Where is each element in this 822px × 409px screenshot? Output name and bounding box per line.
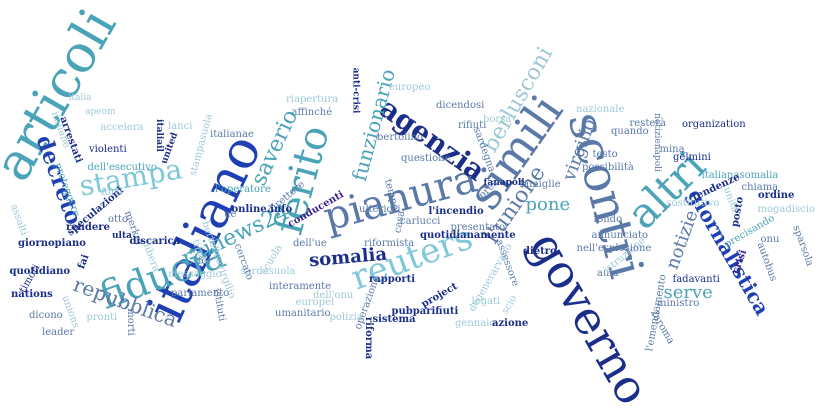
word-organization: organization — [682, 119, 746, 130]
word-sistema: sistema — [372, 314, 416, 325]
word-ulta: ulta — [112, 230, 132, 241]
word-rapporti: rapporti — [369, 274, 416, 285]
word-quando: quando — [611, 126, 649, 137]
word-umanitario: umanitario — [275, 308, 331, 319]
word-fai: fai — [75, 253, 91, 271]
word-pone: pone — [525, 194, 571, 215]
word-quotidiano: quotidiano — [9, 266, 71, 277]
word-riformista: riformista — [364, 238, 415, 249]
word-esplosione: nell'esplosione — [576, 243, 652, 254]
word-legati: legati — [471, 296, 501, 307]
word-autobus: autobus — [754, 240, 779, 283]
word-intermente: interamente — [269, 281, 332, 292]
word-dellonu: dell'onu — [313, 290, 354, 301]
word-notizienapoli: notizienapoli — [651, 112, 662, 172]
word-chiama: chiama — [741, 182, 779, 193]
word-testo: testo — [592, 149, 618, 160]
word-europei: europei — [295, 297, 335, 308]
word-polizia: polizia — [329, 312, 363, 323]
word-ministro: ministro — [657, 298, 700, 309]
word-sostitutivo: sostitutivo — [666, 198, 720, 209]
word-ordine: ordine — [758, 190, 795, 201]
word-otto: otto — [108, 214, 129, 225]
word-unita: unità — [720, 185, 741, 214]
word-carlucci: carlucci — [400, 216, 441, 227]
word-mogadiscio: mogadiscio — [757, 204, 815, 215]
word-possibilita: possibilità — [582, 162, 634, 173]
word-italiail: italiail — [153, 118, 164, 152]
word-bertolino: bertolino — [377, 132, 423, 143]
word-discarica: discarica — [129, 236, 181, 247]
word-operatore: l'operatore — [215, 184, 271, 195]
word-presentato: presentato — [450, 222, 506, 233]
word-italianae: italianae — [210, 129, 254, 140]
word-onu: onu — [760, 234, 780, 245]
word-sardasuola: sardasuola — [240, 266, 296, 277]
word-europeo: europeo — [389, 82, 431, 93]
word-morti: morti — [124, 308, 136, 336]
word-dietro: dietro — [523, 246, 557, 257]
word-gennaio: gennaio — [455, 318, 496, 329]
word-forti: forti — [101, 187, 123, 198]
word-restera: resterà — [629, 118, 667, 129]
word-dell_esecutivo: dell'esecutivo — [87, 162, 157, 173]
word-assalti: assalti — [7, 202, 30, 238]
word-scio: scio — [499, 293, 520, 317]
word-cercato: cercato — [231, 242, 256, 282]
word-azione: azione — [492, 318, 529, 329]
word-italianasomalia: italianasomalia — [701, 170, 779, 181]
word-affinche: affinché — [291, 107, 333, 118]
word-sparsola: sparsola — [789, 223, 815, 268]
word-gelmini: gelmini — [673, 152, 711, 163]
word-fondo: fondo — [593, 214, 623, 225]
word-for: for — [197, 256, 213, 267]
word-questione: questione — [401, 153, 451, 164]
word-mina: mina — [659, 144, 685, 155]
word-incendio: l'incendio — [428, 206, 484, 217]
word-anti_crisi: anti-crisi — [350, 67, 361, 113]
word-accelera: accelera — [100, 122, 144, 133]
word-dicono: dicono — [29, 310, 63, 321]
word-nations: nations — [11, 289, 53, 300]
word-ulteriori: ulteriori — [359, 204, 401, 215]
word-apeom: apeom — [85, 106, 116, 117]
word-annunciato: annunciato — [591, 230, 649, 241]
word-giornopiano: giornopiano — [18, 238, 86, 249]
word-online_info: online.info — [231, 204, 293, 215]
word-fadavanti: fadavanti — [672, 274, 720, 285]
word-messaggio: messaggio — [168, 269, 222, 280]
word-rendere: rendere — [66, 222, 110, 233]
word-italia: italia — [68, 92, 92, 103]
word-fanapoli: fanapoli — [483, 177, 525, 188]
word-quotidianamente: quotidianamente — [420, 230, 516, 241]
word-aula: aula — [597, 268, 619, 279]
word-riapertura: riapertura — [286, 94, 339, 105]
word-violenti: violenti — [89, 144, 127, 155]
word-pronti: pronti — [86, 312, 118, 323]
word-parlamento: parlamento — [171, 288, 230, 299]
word-lanci: lanci — [168, 121, 193, 132]
word-dicendosi: dicendosi — [436, 100, 485, 111]
word-leader: leader — [42, 327, 75, 338]
word-dell_ue: dell'ue — [293, 238, 327, 249]
word-rifiuti: rifiuti — [458, 120, 487, 131]
word-borsa: borsa — [483, 114, 512, 125]
word-pubparifiuti: pubparifiuti — [391, 306, 459, 317]
word-serve: serve — [663, 282, 713, 303]
word-nazionale: nazionale — [576, 104, 625, 115]
word-famiglie: famiglie — [519, 179, 561, 190]
word-ue: ue — [224, 209, 237, 220]
